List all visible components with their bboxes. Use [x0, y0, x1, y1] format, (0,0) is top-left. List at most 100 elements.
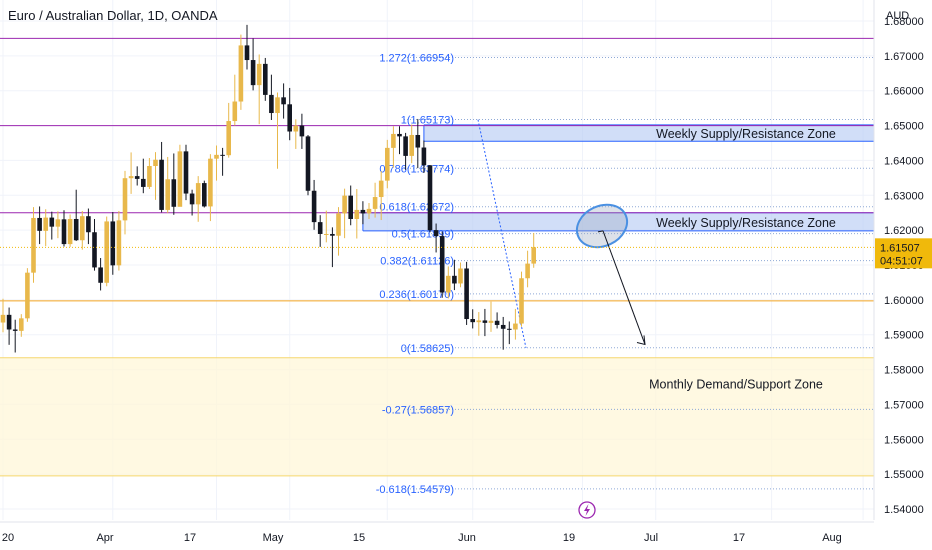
zone-rect — [423, 124, 874, 142]
candle-body-down — [421, 147, 427, 166]
candle-body-down — [403, 136, 408, 156]
candle-body-up — [342, 195, 347, 214]
lightning-icon-bolt — [584, 504, 590, 516]
candle-body-up — [232, 101, 238, 122]
candle-body-down — [452, 275, 457, 284]
candle-body-up — [128, 176, 134, 179]
candle-body-up — [385, 147, 390, 181]
candle-body-down — [427, 165, 433, 231]
y-tick-label: 1.59000 — [884, 330, 924, 342]
candle-body-down — [299, 125, 305, 137]
y-tick-label: 1.67000 — [884, 51, 924, 63]
candle-body-up — [391, 133, 396, 148]
x-tick-label: 19 — [563, 532, 575, 544]
candle-body-down — [220, 154, 225, 156]
candle-body-down — [159, 159, 164, 210]
candle-body-down — [494, 320, 500, 325]
horizontal-lines — [0, 37, 874, 302]
candle-body-up — [43, 217, 48, 231]
zone-label: Weekly Supply/Resistance Zone — [656, 216, 836, 230]
fib-level-label: 0.786(1.63774) — [379, 163, 454, 175]
candle-body-up — [25, 272, 30, 319]
candle-body-down — [500, 324, 506, 329]
candle-body-down — [269, 94, 274, 114]
candle-body-down — [12, 329, 18, 331]
candle-body-up — [116, 220, 122, 266]
candle-body-up — [80, 216, 85, 241]
highlight-ellipse — [575, 203, 629, 249]
candle-body-up — [476, 320, 482, 323]
candle-body-down — [73, 218, 79, 241]
y-tick-label: 1.62000 — [884, 225, 924, 237]
candle-body-up — [238, 45, 244, 102]
candle-body-down — [141, 178, 146, 187]
candle-body-up — [153, 159, 158, 167]
x-tick-label: 17 — [733, 532, 745, 544]
candle-body-up — [378, 180, 384, 198]
y-tick-label: 1.63000 — [884, 190, 924, 202]
candle-body-up — [336, 213, 341, 236]
y-tick-label: 1.55000 — [884, 469, 924, 481]
candle-body-down — [244, 45, 250, 61]
y-tick-label: 1.60000 — [884, 295, 924, 307]
fib-level-label: 0.236(1.60170) — [379, 289, 454, 301]
fib-level-label: 1.272(1.66954) — [379, 52, 454, 64]
fib-level-label: 0.618(1.62672) — [379, 202, 454, 214]
candle-body-up — [55, 219, 61, 227]
candle-body-up — [324, 233, 329, 235]
candle-body-down — [263, 63, 268, 95]
candle-body-up — [67, 218, 73, 245]
candle-body-down — [287, 104, 292, 132]
candle-body-up — [256, 63, 262, 86]
fibonacci-levels: 1.272(1.66954) 1(1.65173) 0.786(1.63774) 0.… — [376, 52, 874, 496]
candle-body-up — [275, 97, 280, 114]
x-axis: 20 Apr 17 May 15 Jun 19 Jul 17 Aug — [0, 521, 874, 544]
candle-body-down — [360, 209, 366, 214]
candle-body-down — [397, 133, 402, 137]
candle-body-down — [348, 195, 353, 219]
candle-body-down — [37, 217, 42, 231]
candles — [0, 24, 536, 353]
candle-body-up — [122, 178, 128, 221]
candle-body-up — [525, 263, 530, 279]
candle-body-down — [110, 221, 116, 266]
candle-body-down — [311, 190, 317, 223]
fib-trend-line — [477, 119, 527, 349]
x-tick-label: Apr — [96, 532, 113, 544]
candle-body-down — [317, 222, 323, 234]
candle-body-down — [305, 136, 311, 191]
y-tick-label: 1.56000 — [884, 434, 924, 446]
fib-level-label: -0.27(1.56857) — [382, 404, 454, 416]
candle-body-down — [49, 217, 55, 227]
x-tick-label: 17 — [184, 532, 196, 544]
x-tick-label: 20 — [2, 532, 14, 544]
candle-body-down — [183, 151, 189, 194]
zones: Weekly Supply/Resistance Zone Weekly Supp… — [0, 124, 874, 477]
x-tick-label: Jul — [644, 532, 658, 544]
zone-rect — [0, 357, 874, 476]
candle-body-down — [507, 328, 512, 330]
y-tick-label: 1.58000 — [884, 365, 924, 377]
lightning-icon — [578, 501, 596, 519]
current-price-tag — [875, 238, 932, 269]
candle-body-down — [86, 216, 91, 233]
candle-body-up — [19, 318, 24, 331]
candle-body-up — [458, 268, 463, 284]
candle-body-up — [488, 320, 494, 323]
candle-body-up — [372, 197, 378, 209]
candle-body-up — [531, 247, 536, 264]
zone-rect — [362, 212, 874, 231]
projection-arrow-pivot — [597, 230, 604, 233]
candle-body-down — [134, 176, 140, 179]
candle-body-up — [293, 125, 299, 132]
fib-level-label: 1(1.65173) — [401, 115, 454, 127]
candle-body-down — [433, 230, 439, 237]
annotations — [575, 203, 646, 519]
candle-body-down — [281, 97, 286, 105]
x-tick-label: 15 — [353, 532, 365, 544]
candle-body-down — [202, 183, 207, 207]
candle-body-up — [195, 183, 201, 205]
candle-body-down — [482, 320, 488, 323]
